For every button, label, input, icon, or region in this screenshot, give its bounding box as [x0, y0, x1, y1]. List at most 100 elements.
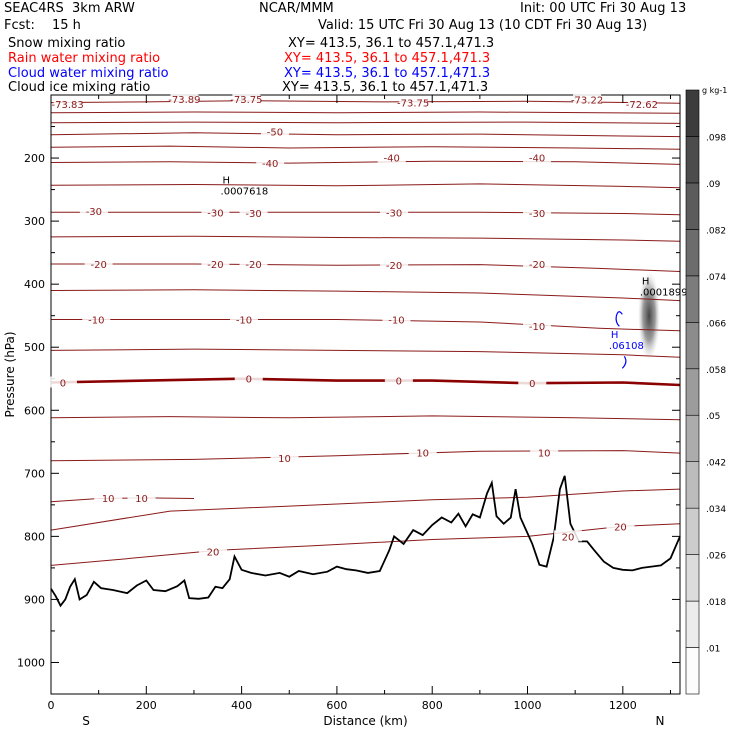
- contour-label-bg: [530, 446, 559, 458]
- isotherm-label: -10: [88, 315, 104, 326]
- y-tick-label: 900: [24, 593, 45, 606]
- isotherm-line: [50, 145, 681, 150]
- y-tick-label: 800: [24, 530, 45, 543]
- colorbar-label: .034: [706, 505, 726, 515]
- y-tick-label: 500: [24, 341, 45, 354]
- colorbar-label: .098: [706, 133, 726, 143]
- contour-label-bg: [239, 206, 268, 218]
- isotherm-label: -10: [236, 315, 252, 326]
- isotherm-label: -20: [245, 260, 261, 271]
- contour-label-bg: [523, 319, 552, 331]
- contour-label-bg: [84, 257, 113, 269]
- contour-label-bg: [627, 97, 656, 109]
- colorbar-label: .026: [706, 552, 726, 562]
- colorbar-segment: [685, 136, 700, 184]
- isotherm-label: -20: [207, 260, 223, 271]
- colorbar-segment: [685, 229, 700, 277]
- colorbar-label: .018: [706, 598, 726, 608]
- isotherm-label: -30: [529, 209, 545, 220]
- contour-label-bg: [229, 313, 258, 325]
- isotherm-label: -40: [529, 153, 545, 164]
- y-tick-label: 200: [24, 152, 45, 165]
- isotherm-label: -40: [384, 153, 400, 164]
- colorbar-label: .09: [706, 180, 721, 190]
- extremum-value: .0001899: [640, 287, 688, 298]
- contour-label-bg: [382, 313, 411, 325]
- isotherm-line: [50, 289, 681, 302]
- contour-label-bg: [518, 377, 547, 389]
- y-tick-label: 400: [24, 278, 45, 291]
- plot-frame: [50, 94, 681, 695]
- endpoint-left-label: S: [82, 714, 90, 728]
- isotherm-label: 20: [207, 548, 220, 559]
- contour-label-bg: [199, 545, 228, 557]
- isotherm-line: [50, 160, 681, 165]
- contour-label-bg: [201, 206, 230, 218]
- contour-label-bg: [380, 259, 409, 271]
- colorbar-label: .066: [706, 319, 726, 329]
- forecast-hour: 15 h: [52, 18, 81, 33]
- y-tick-label: 600: [24, 404, 45, 417]
- field-xy-snow: XY= 413.5, 36.1 to 457.1,471.3: [288, 36, 495, 51]
- colorbar-label: .01: [706, 645, 720, 655]
- y-axis-label: Pressure (hPa): [3, 331, 17, 417]
- colorbar-segment: [685, 182, 700, 230]
- isotherm-label: -30: [86, 207, 102, 218]
- isotherm-label: 20: [614, 522, 627, 533]
- isotherm-label: -73.83: [52, 100, 84, 111]
- isotherm-line: [51, 263, 681, 272]
- contour-label-bg: [94, 491, 123, 503]
- field-name-cloud-ice: Cloud ice mixing ratio: [8, 80, 151, 95]
- colorbar-label: .074: [706, 273, 726, 283]
- isotherm-label: 10: [416, 449, 429, 460]
- isotherm-label: -30: [207, 208, 223, 219]
- isotherm-label: 10: [538, 449, 551, 460]
- isotherm-line: [50, 523, 681, 566]
- center-label: NCAR/MMM: [259, 1, 334, 16]
- isotherm-line: [50, 488, 681, 531]
- colorbar-label: .042: [706, 459, 726, 469]
- y-tick-label: 300: [24, 215, 45, 228]
- contour-label-bg: [239, 257, 268, 269]
- colorbar-segment: [685, 554, 700, 602]
- x-tick-label: 600: [326, 699, 347, 712]
- colorbar-segment: [685, 368, 700, 416]
- valid-time: Valid: 15 UTC Fri 30 Aug 13 (10 CDT Fri …: [318, 18, 648, 33]
- model-title: SEAC4RS 3km ARW: [4, 1, 135, 16]
- y-tick-label: 1000: [17, 656, 45, 669]
- field-xy-rain: XY= 413.5, 36.1 to 457.1,471.3: [284, 51, 491, 66]
- contour-label-bg: [408, 446, 437, 458]
- contour-label-bg: [48, 376, 77, 388]
- isotherm-line: [50, 348, 681, 358]
- contour-label-bg: [82, 313, 111, 325]
- colorbar-segment: [685, 414, 700, 462]
- contour-label-bg: [270, 452, 299, 464]
- colorbar-label: .05: [706, 412, 720, 422]
- y-tick-label: 700: [24, 467, 45, 480]
- x-tick-label: 1200: [609, 699, 637, 712]
- isotherm-label: 0: [246, 375, 252, 386]
- isotherm-line: [50, 235, 681, 242]
- x-tick-label: 1000: [514, 699, 542, 712]
- colorbar-unit: g kg-1: [702, 86, 727, 95]
- contour-label-bg: [256, 157, 285, 169]
- contour-label-bg: [127, 491, 156, 503]
- isotherm-line: [50, 111, 681, 114]
- contour-label-bg: [573, 93, 602, 105]
- colorbar-segment: [685, 461, 700, 509]
- isotherm-line: [50, 377, 681, 387]
- cloud-ice-shading: [638, 271, 661, 360]
- contour-label-bg: [201, 257, 230, 269]
- isotherm-label: -20: [529, 260, 545, 271]
- field-name-cloud-water: Cloud water mixing ratio: [8, 66, 169, 81]
- contour-label-bg: [260, 125, 289, 137]
- isotherm-line: [51, 211, 681, 216]
- x-tick-label: 400: [231, 699, 252, 712]
- isotherm-label: -73.89: [168, 95, 200, 106]
- field-xy-cloud-water: XY= 413.5, 36.1 to 457.1,471.3: [284, 66, 491, 81]
- colorbar-label: .058: [706, 366, 726, 376]
- contour-label-bg: [523, 206, 552, 218]
- colorbar-segment: [685, 275, 700, 323]
- extremum-marker: H: [642, 276, 650, 287]
